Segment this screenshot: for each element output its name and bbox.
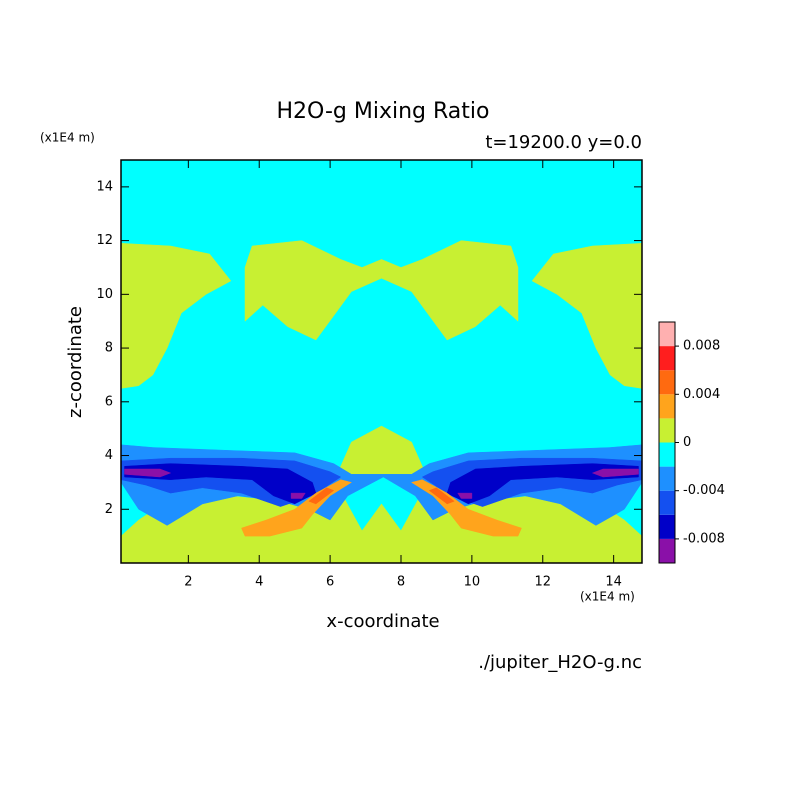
plot-area bbox=[121, 160, 642, 563]
x-tick-label: 12 bbox=[534, 575, 551, 590]
contour-region bbox=[429, 487, 455, 505]
chart-title: H2O-g Mixing Ratio bbox=[277, 99, 490, 124]
axes: 2 4 6 8 10 12 14 2 4 6 8 10 12 14 bbox=[96, 159, 643, 590]
colorbar-bin bbox=[659, 466, 675, 491]
contour-region bbox=[244, 240, 519, 341]
x-tick-label: 8 bbox=[397, 575, 405, 590]
colorbar-bin bbox=[659, 514, 675, 539]
chart-subtitle: t=19200.0 y=0.0 bbox=[485, 132, 642, 153]
colorbar-bin bbox=[659, 490, 675, 515]
colorbar-bin bbox=[659, 346, 675, 371]
x-tick-label: 6 bbox=[326, 575, 334, 590]
y-tick-label: 6 bbox=[105, 394, 113, 409]
plot-frame bbox=[120, 159, 643, 564]
x-tick-label: 10 bbox=[464, 575, 481, 590]
x-tick-label: 4 bbox=[255, 575, 263, 590]
contour-region bbox=[308, 487, 334, 505]
colorbar-bin bbox=[659, 538, 675, 563]
colorbar-bin bbox=[659, 442, 675, 467]
colorbar-tick-label: -0.004 bbox=[683, 483, 725, 498]
contour-region bbox=[457, 492, 473, 499]
y-tick-label: 2 bbox=[105, 502, 113, 517]
colorbar-bin bbox=[659, 370, 675, 395]
footer: ./jupiter_H2O-g.nc bbox=[478, 652, 642, 673]
colorbar-bin bbox=[659, 394, 675, 419]
contour-region bbox=[290, 492, 306, 499]
contour-region bbox=[531, 243, 642, 389]
x-axis-label: x-coordinate bbox=[326, 611, 439, 632]
colorbar-tick-label: -0.008 bbox=[683, 531, 725, 546]
y-tick-label: 4 bbox=[105, 448, 113, 463]
y-tick-label: 12 bbox=[96, 233, 113, 248]
colorbar-tick-label: 0.008 bbox=[683, 339, 720, 354]
colorbar-bin bbox=[659, 418, 675, 443]
contour-region bbox=[592, 468, 639, 478]
x-tick-label: 2 bbox=[184, 575, 192, 590]
y-tick-label: 8 bbox=[105, 341, 113, 356]
y-tick-label: 14 bbox=[96, 179, 113, 194]
y-axis-label: z-coordinate bbox=[65, 306, 86, 418]
contour-region bbox=[124, 468, 171, 478]
colorbar-tick-label: 0.004 bbox=[683, 387, 720, 402]
y-unit: (x1E4 m) bbox=[40, 131, 95, 145]
x-tick-label: 14 bbox=[605, 575, 622, 590]
colorbar-bin bbox=[659, 322, 675, 347]
contour-region bbox=[121, 243, 232, 389]
y-tick-label: 10 bbox=[96, 287, 113, 302]
colorbar-tick-label: 0 bbox=[683, 435, 691, 450]
x-unit: (x1E4 m) bbox=[580, 590, 635, 604]
